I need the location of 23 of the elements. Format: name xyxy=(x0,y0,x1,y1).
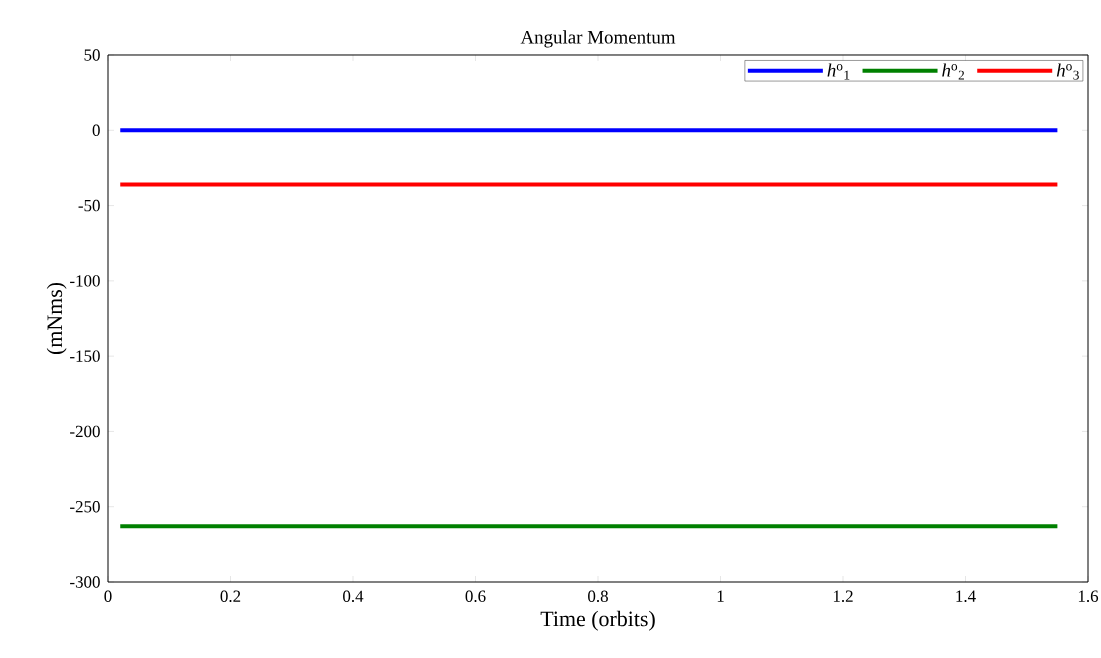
y-tick-label: -200 xyxy=(70,425,100,438)
x-tick-label: 1.6 xyxy=(1078,590,1099,602)
y-tick-label: 0 xyxy=(92,124,100,136)
x-tick-label: 1.4 xyxy=(956,590,976,602)
x-tick-label: 0.4 xyxy=(343,590,364,603)
legend-label: h$^{o}$1 xyxy=(827,63,850,80)
x-tick-label: 0.2 xyxy=(220,590,241,603)
legend-label: h$^{o}$2 xyxy=(942,63,964,80)
x-tick-label: 1 xyxy=(717,590,724,602)
legend-label: h$^{o}$3 xyxy=(1056,63,1079,80)
x-tick-label: 0.6 xyxy=(465,590,486,603)
y-axis-title: (mNms) xyxy=(46,282,67,355)
y-tick-label: -100 xyxy=(70,275,100,287)
y-tick-label: -50 xyxy=(78,199,100,212)
x-tick-label: 1.2 xyxy=(833,590,853,602)
x-axis-title: Time (orbits) xyxy=(540,610,655,631)
y-tick-label: 50 xyxy=(84,49,100,61)
x-tick-label: 0 xyxy=(104,590,112,602)
y-tick-label: -150 xyxy=(70,350,100,362)
x-tick-label: 0.8 xyxy=(588,590,608,603)
y-tick-label: -250 xyxy=(70,501,100,513)
chart-title: Angular Momentum xyxy=(520,30,676,48)
y-tick-label: -300 xyxy=(70,576,100,588)
